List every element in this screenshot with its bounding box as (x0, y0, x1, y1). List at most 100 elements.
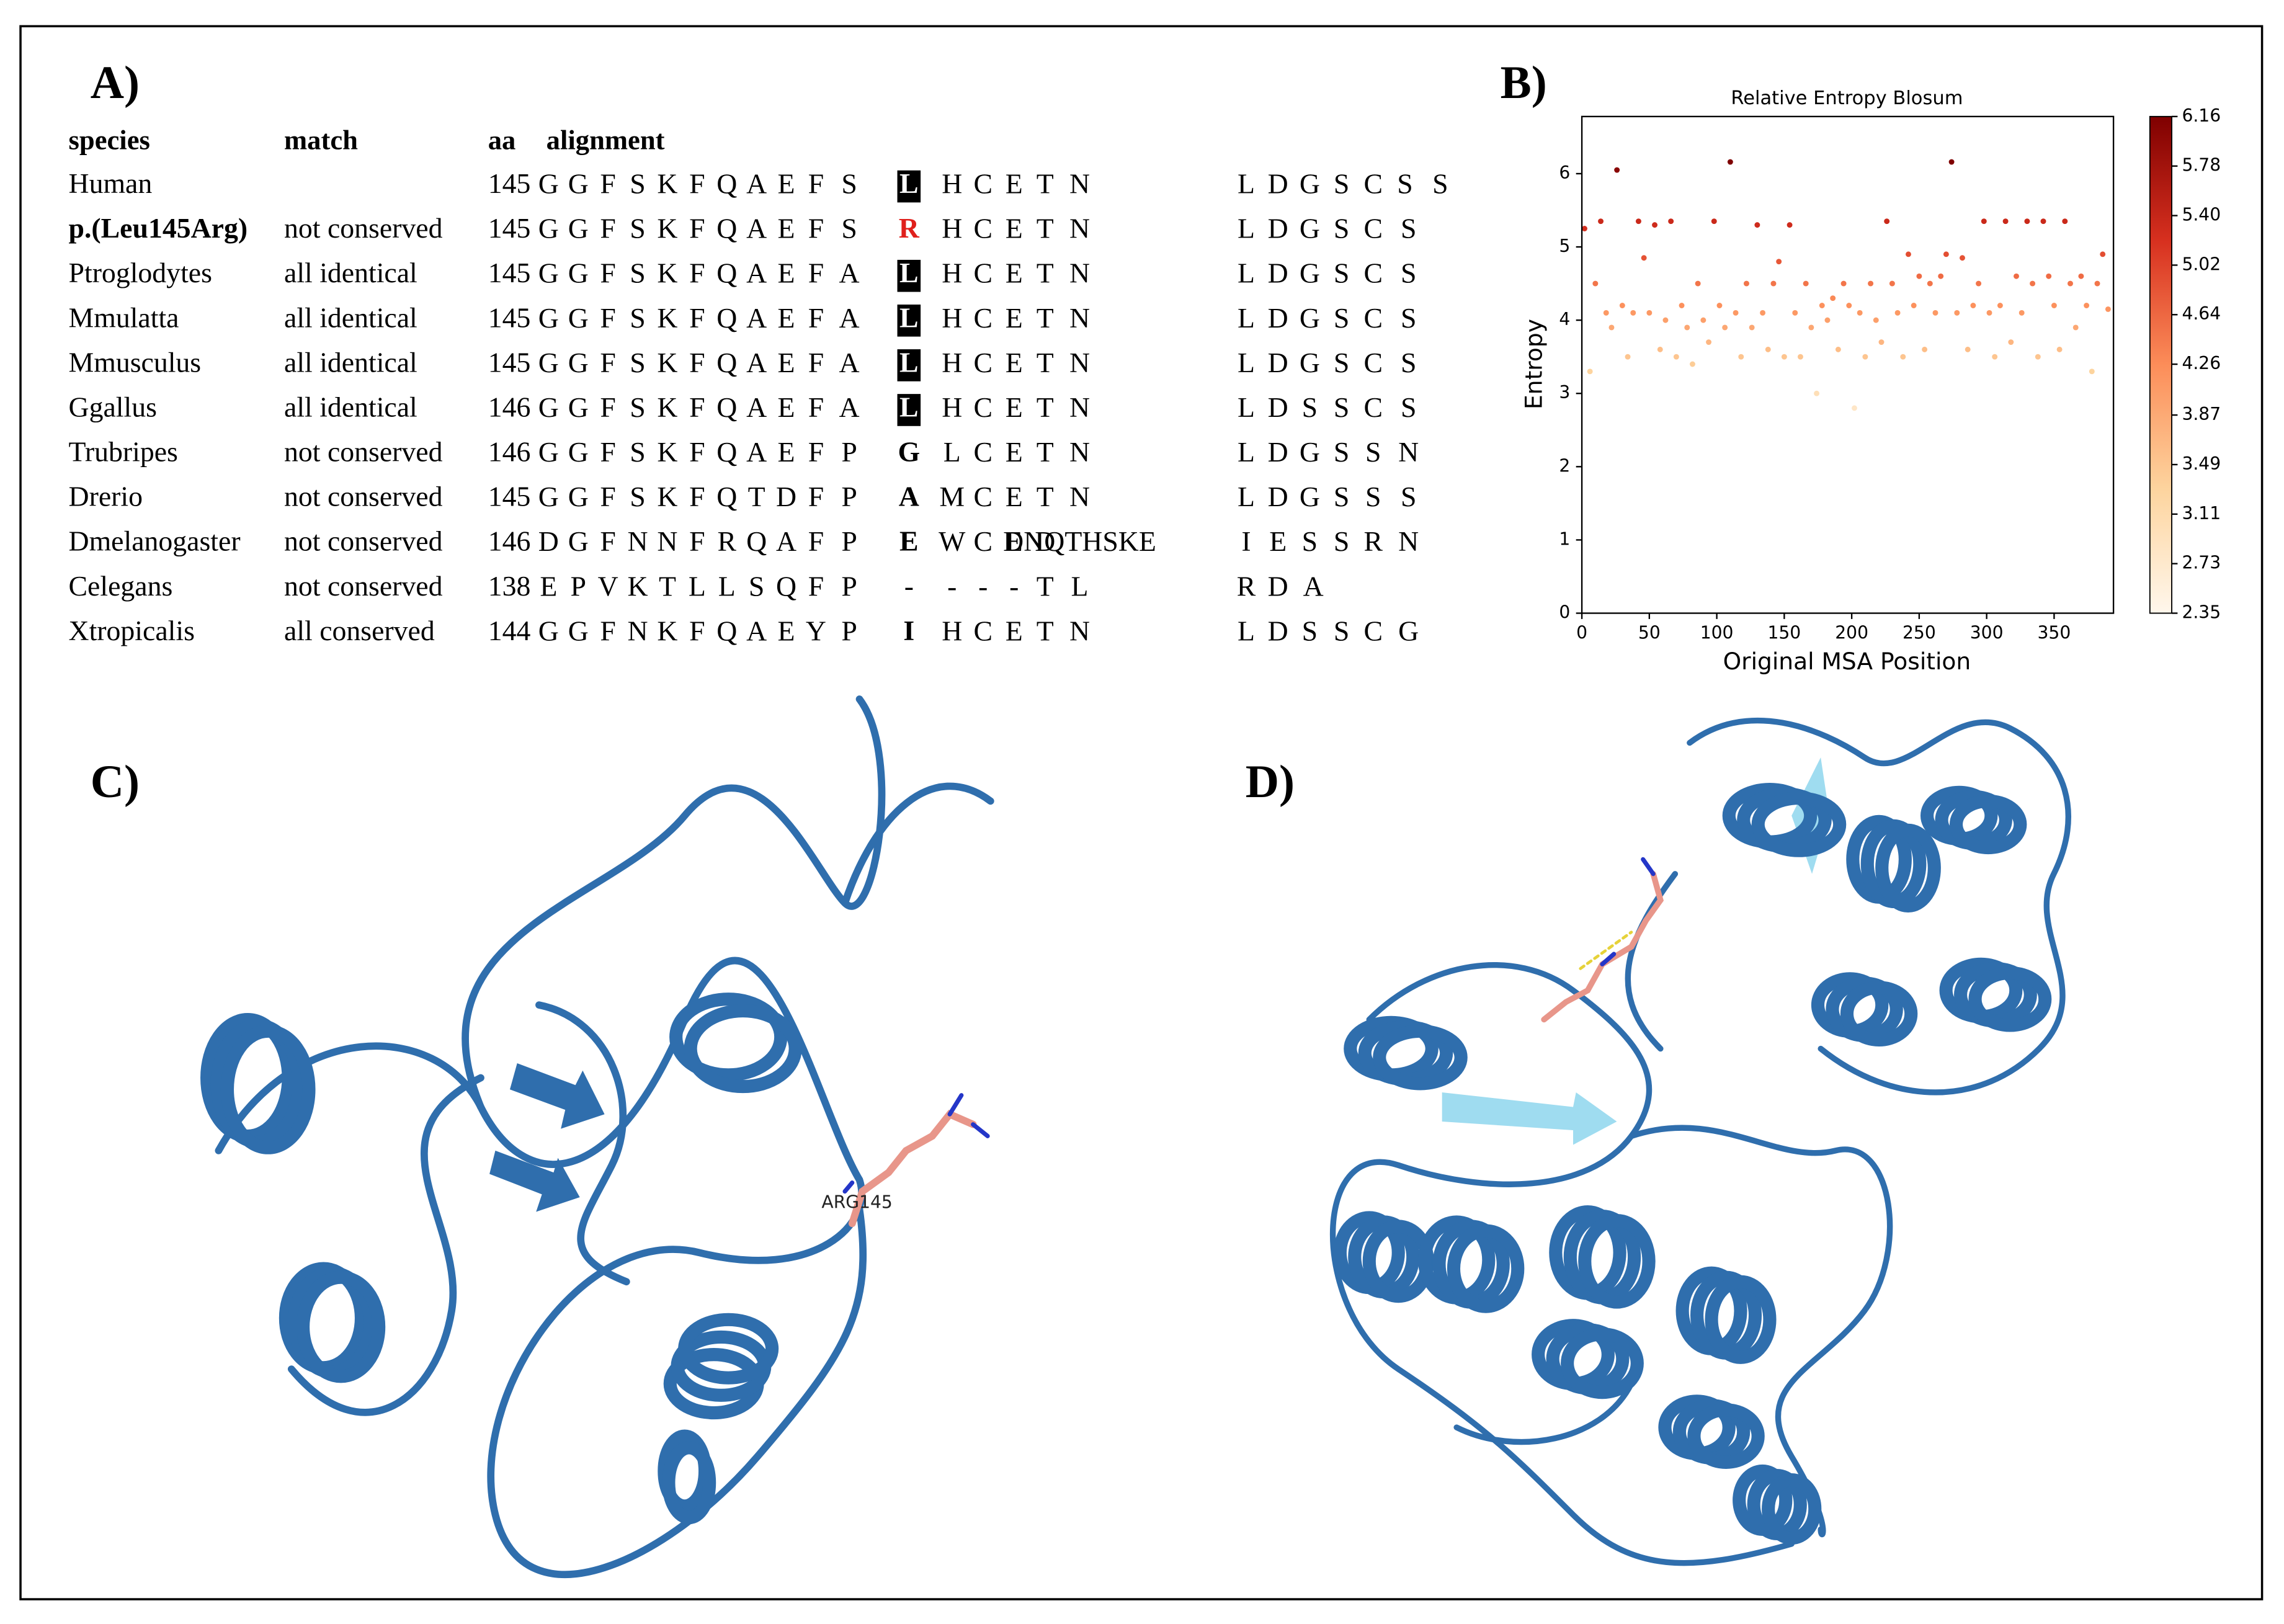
aa-position: 146 (488, 391, 531, 422)
data-point (1884, 218, 1890, 225)
ribbon-loop (462, 695, 994, 1111)
residue-sticks (1541, 871, 1664, 1023)
y-axis-label: Entropy (1520, 319, 1547, 409)
alpha-helix (296, 1270, 386, 1383)
variant-site: L (899, 346, 919, 378)
chart-title: Relative Entropy Blosum (1731, 87, 1963, 109)
data-point (1706, 339, 1712, 346)
protein-structure: ARG145 (200, 695, 994, 1578)
variant-site: E (899, 525, 919, 557)
data-point (1614, 167, 1620, 173)
data-point (1662, 317, 1669, 323)
match-status: all identical (284, 257, 417, 288)
x-tick-label: 300 (1970, 622, 2004, 643)
alpha-helix (1578, 1214, 1656, 1309)
species-name: Dmelanogaster (69, 525, 241, 557)
data-point (2024, 218, 2030, 225)
site-highlight (897, 259, 921, 292)
y-tick-label: 0 (1559, 602, 1570, 623)
x-tick-label: 100 (1700, 622, 1734, 643)
data-point (1738, 354, 1744, 360)
data-point (1641, 255, 1647, 261)
data-point (1635, 218, 1641, 225)
sequence-segment: M C E T N (939, 481, 1090, 512)
data-point (2056, 346, 2063, 352)
y-tick-label: 2 (1559, 455, 1570, 476)
match-status: all identical (284, 301, 417, 333)
colorbar-tick-label: 2.35 (2182, 602, 2221, 623)
data-point (1673, 354, 1679, 360)
data-point (1846, 303, 1852, 308)
data-point (1900, 354, 1906, 360)
colorbar-tick-label: 3.11 (2182, 503, 2221, 524)
data-point (1894, 310, 1901, 316)
data-point (2084, 303, 2090, 308)
data-point (1916, 273, 1922, 279)
sequence-segment: R D A (1237, 570, 1324, 602)
data-point (2078, 273, 2084, 279)
data-point (1743, 280, 1749, 287)
match-status: all identical (284, 346, 417, 378)
sequence-segment: - - - T L (947, 570, 1088, 602)
data-point (1830, 295, 1836, 301)
data-point (2002, 218, 2009, 225)
data-point (2051, 303, 2057, 308)
site-highlight (897, 304, 921, 337)
data-point (1911, 303, 1917, 308)
sequence-segment: H C E T N (942, 615, 1090, 646)
sequence-segment: L D S S C S (1238, 391, 1416, 422)
alpha-helix (662, 1441, 716, 1525)
data-point (1862, 354, 1868, 360)
sequence-segment: E P V K T L L S Q F P (540, 570, 857, 602)
match-status: not conserved (284, 481, 443, 512)
data-point (2030, 280, 2036, 287)
alpha-helix (1447, 1224, 1525, 1313)
data-point (1711, 218, 1717, 225)
species-name: Drerio (69, 481, 143, 512)
figure-border (19, 25, 2264, 1600)
sequence-segment: L D G S S N (1238, 436, 1419, 468)
sequence-segment: H C E T N (942, 301, 1090, 333)
alpha-helix (1561, 1327, 1644, 1399)
sequence-segment: G G F S K F Q A E F A (538, 257, 860, 288)
residue-label: ARG145 (821, 1192, 892, 1212)
panel-label: D) (1246, 756, 1295, 808)
sequence-segment: G G F S K F Q A E F S (538, 167, 857, 199)
aa-position: 145 (488, 257, 531, 288)
beta-strand (489, 1150, 580, 1212)
protein-structure (1330, 717, 2072, 1566)
data-point (1765, 346, 1771, 352)
species-name: Ggallus (69, 391, 157, 422)
data-point (1948, 159, 1955, 165)
species-name: Celegans (69, 570, 173, 602)
data-point (1587, 368, 1593, 375)
sequence-segment: L D G S C S (1238, 301, 1416, 333)
y-tick-label: 4 (1559, 309, 1570, 329)
data-point (1581, 226, 1587, 231)
site-highlight (897, 394, 921, 426)
colorbar-tick-label: 3.49 (2182, 453, 2221, 474)
colorbar-tick-label: 4.26 (2182, 353, 2221, 373)
y-tick-label: 5 (1559, 236, 1570, 256)
scatter-chart: 0 50 100 150 200 250 300 350 0 1 2 3 4 5 6 2.35 2.73 3.11… (1559, 105, 2221, 643)
data-point (2068, 280, 2073, 287)
match-status: all identical (284, 391, 417, 422)
colorbar (2149, 115, 2172, 614)
aa-position: 145 (488, 346, 531, 378)
data-point (1630, 310, 1636, 316)
data-point (1646, 310, 1653, 316)
sequence-segment: L D G S C S (1238, 346, 1416, 378)
species-name: Xtropicalis (69, 615, 195, 646)
species-name: Human (69, 167, 153, 199)
data-point (1603, 310, 1609, 316)
data-point (1792, 310, 1798, 316)
ribbon-loop (215, 957, 867, 1578)
alpha-helix (1875, 823, 1941, 913)
data-point (1700, 317, 1706, 323)
sequence-segment: I E S S R N (1241, 525, 1419, 557)
aa-position: 146 (488, 436, 531, 468)
y-tick-label: 3 (1559, 382, 1570, 403)
sequence-segment: G G F S K F Q A E F P (538, 436, 857, 468)
data-point (1679, 303, 1685, 308)
